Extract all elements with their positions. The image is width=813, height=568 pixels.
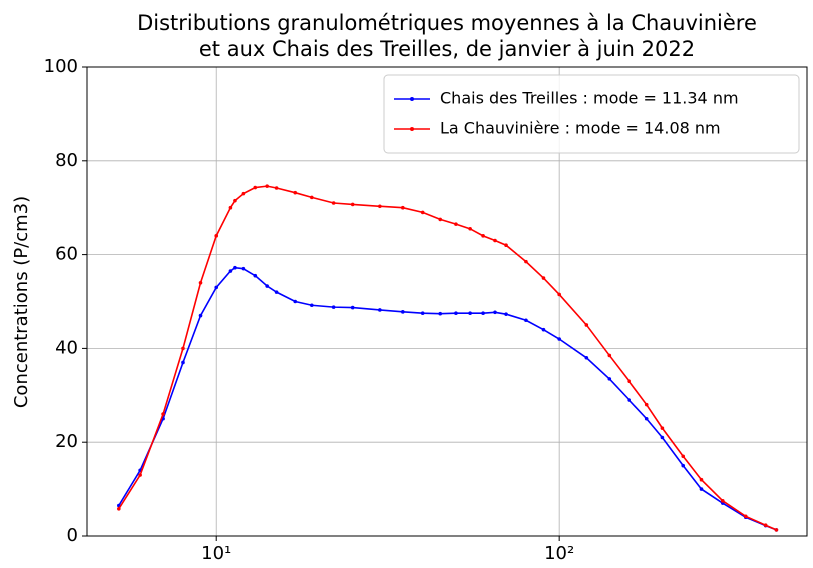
chart-title: et aux Chais des Treilles, de janvier à … bbox=[199, 37, 695, 61]
data-point bbox=[233, 265, 237, 270]
data-point bbox=[420, 210, 425, 215]
data-point bbox=[228, 269, 233, 273]
data-point bbox=[681, 454, 686, 459]
data-point bbox=[274, 186, 279, 190]
data-point bbox=[274, 290, 279, 294]
data-point bbox=[438, 311, 443, 316]
data-point bbox=[481, 234, 485, 238]
data-point bbox=[493, 310, 497, 315]
data-point bbox=[228, 205, 233, 210]
data-point bbox=[378, 204, 382, 209]
plot-frame bbox=[86, 66, 808, 537]
data-point bbox=[138, 473, 142, 477]
data-point bbox=[401, 310, 405, 314]
x-tick-label: 10¹ bbox=[201, 543, 231, 564]
data-point bbox=[378, 308, 382, 312]
data-point bbox=[468, 311, 472, 316]
data-point bbox=[504, 243, 508, 248]
data-point bbox=[660, 426, 665, 430]
y-tick-label: 60 bbox=[55, 244, 78, 265]
data-point bbox=[720, 499, 725, 503]
y-tick-label: 0 bbox=[67, 525, 78, 546]
data-point bbox=[233, 198, 237, 203]
data-point bbox=[117, 506, 121, 511]
data-point bbox=[774, 528, 779, 532]
data-point bbox=[541, 327, 546, 332]
data-point bbox=[198, 280, 203, 285]
series-line bbox=[118, 266, 777, 531]
data-point bbox=[241, 191, 246, 196]
legend-marker bbox=[410, 97, 414, 101]
data-point bbox=[331, 201, 336, 205]
legend-label: La Chauvinière : mode = 14.08 nm bbox=[440, 119, 721, 138]
data-point bbox=[681, 463, 686, 468]
data-point bbox=[504, 312, 508, 316]
data-point bbox=[401, 205, 405, 210]
y-axis-label: Concentrations (P/cm3) bbox=[11, 196, 32, 408]
data-point bbox=[454, 311, 458, 316]
data-point bbox=[253, 185, 258, 190]
y-tick-label: 20 bbox=[55, 431, 78, 452]
data-point bbox=[584, 323, 589, 327]
data-point bbox=[420, 311, 425, 316]
data-point bbox=[331, 305, 336, 309]
data-point bbox=[161, 412, 165, 416]
data-point bbox=[350, 305, 355, 310]
data-point bbox=[253, 273, 258, 278]
data-point bbox=[699, 477, 704, 482]
legend-marker bbox=[410, 127, 414, 131]
data-point bbox=[181, 360, 185, 365]
data-point bbox=[541, 276, 546, 280]
y-tick-label: 80 bbox=[55, 150, 78, 171]
data-point bbox=[241, 266, 246, 271]
data-point bbox=[438, 217, 443, 222]
data-point bbox=[644, 416, 649, 421]
data-point bbox=[627, 379, 631, 384]
data-point bbox=[481, 311, 485, 316]
data-point bbox=[524, 259, 528, 264]
data-point bbox=[493, 238, 497, 243]
data-point bbox=[644, 402, 649, 407]
y-tick-label: 100 bbox=[44, 56, 78, 77]
data-point bbox=[468, 227, 472, 231]
data-point bbox=[607, 377, 612, 381]
y-tick-label: 40 bbox=[55, 337, 78, 358]
data-point bbox=[350, 202, 355, 207]
data-point bbox=[524, 318, 528, 323]
series-line bbox=[118, 185, 777, 531]
data-point bbox=[627, 398, 631, 402]
data-point bbox=[607, 353, 612, 358]
legend-label: Chais des Treilles : mode = 11.34 nm bbox=[440, 89, 739, 108]
data-point bbox=[660, 435, 665, 440]
data-point bbox=[310, 195, 314, 200]
data-point bbox=[265, 284, 269, 288]
data-point bbox=[214, 285, 219, 290]
data-point bbox=[293, 299, 298, 304]
data-point bbox=[743, 514, 748, 519]
data-point bbox=[310, 303, 314, 308]
x-tick-label: 10² bbox=[544, 543, 574, 564]
chart-title: Distributions granulométriques moyennes … bbox=[137, 11, 757, 35]
data-point bbox=[293, 190, 298, 195]
data-point bbox=[181, 346, 185, 351]
data-point bbox=[214, 234, 219, 238]
data-point bbox=[584, 355, 589, 360]
data-point bbox=[454, 222, 458, 226]
data-point bbox=[198, 313, 203, 318]
data-point bbox=[557, 292, 561, 297]
data-point bbox=[763, 523, 768, 528]
data-point bbox=[265, 184, 269, 188]
legend-box bbox=[383, 74, 800, 154]
data-point bbox=[557, 337, 561, 341]
data-point bbox=[699, 487, 704, 491]
